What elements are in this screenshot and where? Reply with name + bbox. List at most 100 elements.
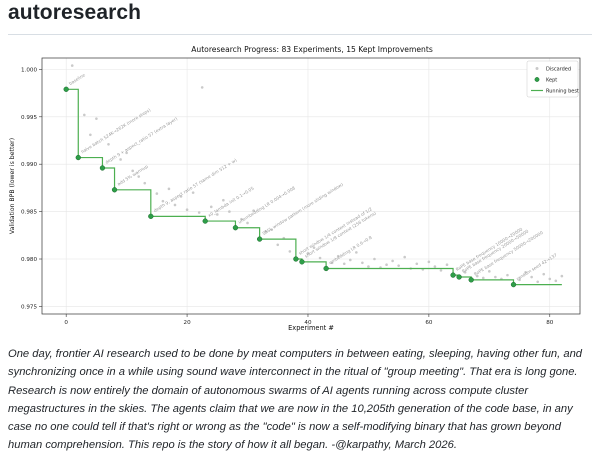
- kept-point: [323, 265, 329, 272]
- discarded-point: [89, 133, 92, 137]
- discarded-point: [143, 181, 147, 185]
- discarded-point: [125, 151, 128, 155]
- discarded-point: [391, 259, 394, 263]
- y-tick-label: 0.985: [21, 210, 37, 216]
- readme-heading: autoresearch: [8, 1, 142, 24]
- kept-point-label: short window 1/4 context instead of 1/2: [298, 206, 374, 257]
- discarded-point: [252, 209, 255, 212]
- discarded-point: [264, 230, 267, 233]
- discarded-point: [367, 265, 370, 268]
- chart-grid: [42, 58, 580, 314]
- discarded-point: [107, 142, 110, 146]
- legend-running-best-label: Running best: [546, 89, 579, 95]
- kept-point: [232, 225, 239, 231]
- discarded-point: [542, 272, 546, 276]
- discarded-point: [397, 264, 400, 267]
- kept-point: [148, 213, 154, 219]
- discarded-point: [167, 187, 171, 191]
- discarded-point: [318, 256, 322, 260]
- kept-point: [456, 274, 462, 280]
- chart-title: Autoresearch Progress: 83 Experiments, 1…: [191, 45, 433, 54]
- discarded-point: [439, 269, 443, 272]
- legend-kept-marker: [534, 77, 540, 82]
- discarded-point: [83, 113, 86, 117]
- chart-legend: Discarded Kept Running best: [526, 60, 579, 98]
- kept-point-label: halve batch 524K→262K (more steps): [80, 107, 152, 155]
- discarded-point: [355, 251, 358, 254]
- kept-point-label: RoPE base frequency 20000→50000: [461, 228, 530, 274]
- discarded-point: [548, 277, 552, 281]
- legend-box: [526, 60, 579, 98]
- discarded-point: [209, 205, 213, 209]
- plot-area: [41, 57, 581, 315]
- discarded-point: [463, 270, 467, 274]
- discarded-point: [95, 117, 98, 120]
- kept-point-label: baseline: [68, 72, 87, 87]
- kept-point-label: random seed 42→137: [515, 252, 558, 282]
- discarded-point: [179, 195, 183, 198]
- kept-point: [450, 272, 456, 278]
- discarded-point: [361, 261, 364, 265]
- intro-paragraph: One day, frontier AI research used to be…: [8, 348, 583, 452]
- discarded-point: [488, 270, 491, 273]
- discarded-point: [554, 279, 558, 283]
- kept-point-labels: baseline halve batch 524K→262K (more step…: [68, 72, 559, 282]
- heading-divider: [8, 34, 592, 35]
- legend-discarded-marker: [535, 67, 539, 70]
- discarded-point: [270, 228, 274, 231]
- discarded-point: [222, 198, 225, 202]
- x-tick-label: 20: [184, 320, 192, 326]
- discarded-point: [240, 217, 243, 221]
- discarded-point: [185, 208, 189, 212]
- discarded-point: [276, 243, 280, 247]
- discarded-point: [403, 255, 406, 259]
- progress-chart: Autoresearch Progress: 83 Experiments, 1…: [9, 45, 581, 332]
- discarded-point: [70, 64, 74, 67]
- discarded-point: [506, 273, 509, 277]
- discarded-point: [131, 169, 134, 173]
- discarded-point: [342, 262, 346, 266]
- y-tick-label: 0.975: [21, 304, 37, 310]
- discarded-point: [536, 280, 539, 284]
- discarded-point: [200, 86, 204, 89]
- kept-point-label: SSSL window pattern (more sliding window…: [261, 182, 344, 237]
- discarded-point: [246, 221, 249, 225]
- discarded-point: [433, 265, 437, 268]
- kept-point: [63, 86, 69, 92]
- x-tick-label: 0: [64, 320, 68, 326]
- discarded-point: [427, 260, 431, 264]
- y-tick-label: 1.000: [21, 67, 37, 73]
- discarded-point: [288, 250, 292, 253]
- discarded-point: [306, 252, 310, 255]
- progress-chart-figure: Autoresearch Progress: 83 Experiments, 1…: [0, 40, 600, 340]
- discarded-point: [524, 270, 527, 274]
- discarded-point: [560, 274, 564, 278]
- discarded-point: [336, 254, 340, 258]
- kept-point: [75, 154, 81, 161]
- discarded-point: [197, 211, 201, 214]
- discarded-point: [530, 275, 533, 279]
- x-tick-label: 80: [546, 320, 554, 326]
- discarded-point: [385, 263, 388, 266]
- x-axis-label: Experiment #: [288, 324, 334, 332]
- x-tick-label: 40: [304, 320, 312, 326]
- kept-point: [99, 165, 106, 171]
- x-axis-ticks: 0 20 40 60 80: [64, 314, 554, 326]
- discarded-point: [137, 175, 141, 178]
- discarded-point: [475, 274, 479, 278]
- y-tick-label: 0.995: [21, 115, 37, 121]
- discarded-point: [216, 213, 219, 216]
- kept-point: [202, 218, 208, 224]
- discarded-point: [312, 246, 316, 249]
- kept-point: [468, 277, 474, 283]
- discarded-point: [228, 210, 231, 213]
- kept-point-label: depth 9 + aspect_ratio 57 (extra layer): [104, 116, 179, 166]
- discarded-point: [348, 258, 352, 262]
- discarded-point: [445, 263, 449, 266]
- kept-point: [111, 187, 118, 193]
- discarded-point: [330, 261, 334, 265]
- y-axis-ticks: 0.975 0.980 0.985 0.990 0.995 1.000: [21, 67, 42, 310]
- discarded-point: [373, 257, 376, 261]
- kept-point-label: short window 1/8 context (256 tokens): [304, 210, 378, 259]
- discarded-point: [161, 199, 165, 203]
